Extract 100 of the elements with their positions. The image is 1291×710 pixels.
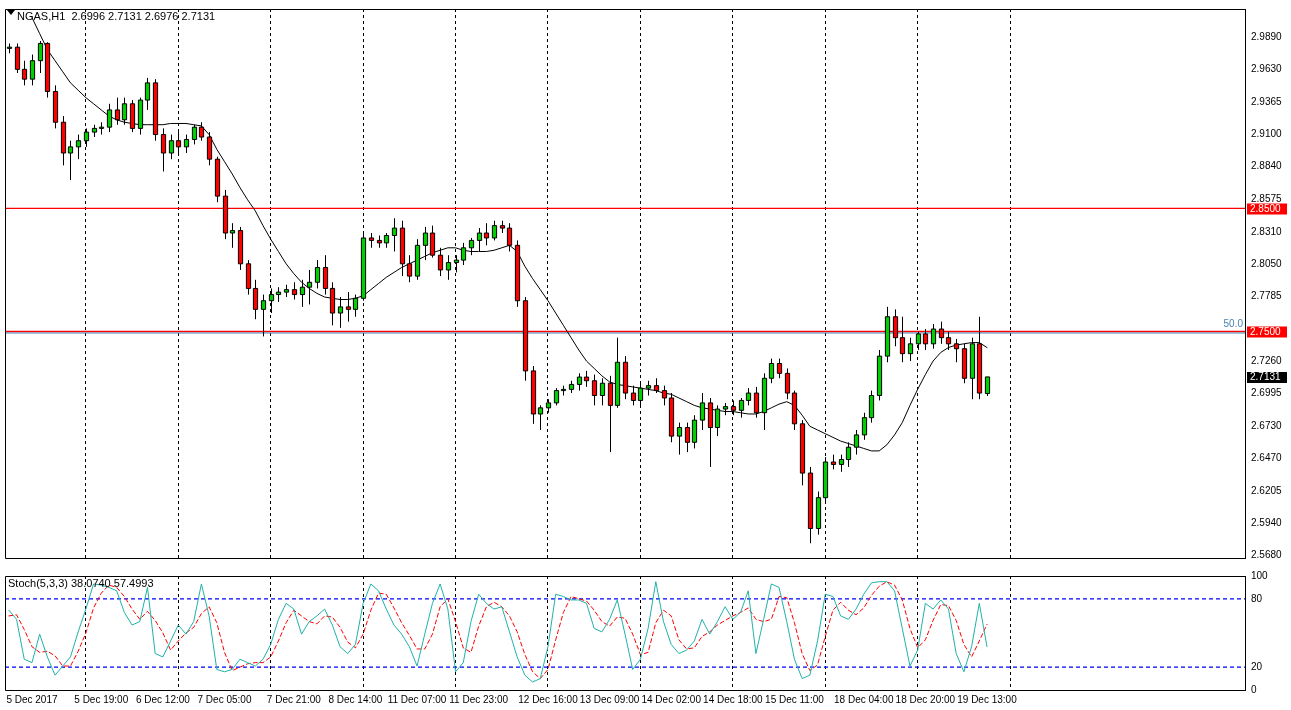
candlestick: [422, 226, 429, 261]
y-tick-label: 2.6995: [1251, 387, 1283, 399]
y-tick-label: 2.6730: [1251, 420, 1283, 432]
y-tick-label: 2.5680: [1251, 549, 1283, 561]
candlestick: [506, 222, 513, 252]
candlestick: [106, 103, 113, 133]
y-tick-label: 2.7785: [1251, 290, 1283, 302]
y-tick-label: 2.9365: [1251, 95, 1283, 107]
candlestick: [198, 121, 205, 142]
x-tick-label: 18 Dec 04:00: [834, 693, 894, 705]
ref-line-label: 2.7500: [1250, 325, 1282, 337]
y-tick-label: 2.8050: [1251, 257, 1283, 269]
candlestick: [483, 222, 490, 246]
candlestick: [591, 374, 598, 406]
candlestick: [406, 254, 413, 283]
text: 2.7131: [1250, 371, 1282, 383]
y-tick-label: 2.8575: [1251, 192, 1283, 204]
candlestick: [260, 294, 267, 337]
candlestick: [907, 337, 914, 362]
candlestick: [630, 385, 637, 406]
candlestick: [206, 131, 213, 166]
y-tick-label: 80: [1251, 592, 1263, 604]
candlestick: [537, 404, 544, 431]
y-tick-label: 2.8310: [1251, 225, 1283, 237]
candlestick: [476, 227, 483, 252]
x-tick-label: 13 Dec 09:00: [579, 693, 640, 705]
candlestick: [699, 392, 706, 431]
candlestick: [429, 225, 436, 259]
candlestick: [691, 414, 698, 449]
x-tick-label: 11 Dec 23:00: [449, 693, 509, 705]
candlestick: [861, 412, 868, 441]
candlestick: [121, 97, 128, 126]
candlestick: [661, 385, 668, 406]
y-tick-label: 2.5940: [1251, 517, 1283, 529]
ref-line-label: 2.8500: [1250, 202, 1282, 214]
candlestick: [714, 404, 721, 437]
candlestick: [14, 42, 21, 74]
x-tick-label: 19 Dec 13:00: [957, 693, 1018, 705]
x-tick-label: 7 Dec 21:00: [266, 693, 322, 705]
candlestick: [299, 279, 306, 308]
candlestick: [114, 97, 121, 126]
candlestick: [306, 269, 313, 305]
x-tick-label: 5 Dec 2017: [6, 693, 58, 705]
candlestick: [252, 279, 259, 320]
x-tick-label: 12 Dec 16:00: [518, 693, 579, 705]
candlestick: [144, 77, 151, 111]
candlestick: [352, 294, 359, 318]
candlestick: [953, 338, 960, 363]
y-tick-label: 2.8840: [1251, 160, 1283, 172]
candlestick: [98, 121, 105, 136]
y-tick-label: 2.6470: [1251, 452, 1283, 464]
candlestick: [391, 217, 398, 252]
candlestick: [37, 40, 44, 74]
candlestick: [460, 242, 467, 266]
candlestick: [29, 54, 36, 86]
x-tick-label: 7 Dec 05:00: [197, 693, 252, 705]
candlestick: [930, 323, 937, 350]
y-tick-label: 2.9630: [1251, 63, 1283, 75]
y-tick-label: 2.9100: [1251, 128, 1283, 140]
y-tick-label: 100: [1251, 569, 1269, 581]
x-tick-label: 5 Dec 19:00: [74, 693, 129, 705]
chart-title: NGAS,H1 2.6996 2.7131 2.6976 2.7131: [17, 10, 216, 23]
candlestick: [183, 134, 190, 154]
candlestick: [676, 422, 683, 456]
y-tick-label: 0: [1251, 683, 1257, 695]
candlestick: [491, 220, 498, 241]
candlestick: [984, 376, 991, 397]
x-tick-label: 14 Dec 18:00: [703, 693, 763, 705]
candlestick: [345, 291, 352, 323]
candlestick: [868, 390, 875, 424]
candlestick: [21, 60, 28, 86]
y-tick-label: 2.9890: [1251, 31, 1283, 43]
candlestick: [314, 259, 321, 289]
x-tick-label: 6 Dec 12:00: [135, 693, 191, 705]
candlestick: [337, 296, 344, 329]
candlestick: [768, 358, 775, 384]
candlestick: [322, 254, 329, 296]
x-tick-label: 8 Dec 14:00: [328, 693, 383, 705]
candlestick: [599, 377, 606, 406]
candlestick: [75, 134, 82, 160]
candlestick: [67, 140, 74, 181]
x-tick-label: 14 Dec 02:00: [641, 693, 702, 705]
y-tick-label: 2.7260: [1251, 354, 1283, 366]
candlestick: [784, 367, 791, 400]
candlestick: [168, 134, 175, 160]
chart-title: Stoch(5,3,3) 38.0740 57.4993: [8, 577, 154, 590]
candlestick: [776, 358, 783, 379]
y-tick-label: 20: [1251, 660, 1263, 672]
text: 50.0: [1223, 318, 1244, 330]
x-tick-label: 15 Dec 11:00: [765, 693, 825, 705]
candlestick: [229, 222, 236, 249]
candlestick: [160, 127, 167, 172]
x-tick-label: 18 Dec 20:00: [895, 693, 956, 705]
candlestick: [753, 386, 760, 419]
candlestick: [738, 397, 745, 419]
x-tick-label: 11 Dec 07:00: [387, 693, 447, 705]
candlestick: [191, 124, 198, 145]
candlestick: [445, 254, 452, 281]
candlestick: [684, 422, 691, 453]
candlestick: [437, 247, 444, 277]
